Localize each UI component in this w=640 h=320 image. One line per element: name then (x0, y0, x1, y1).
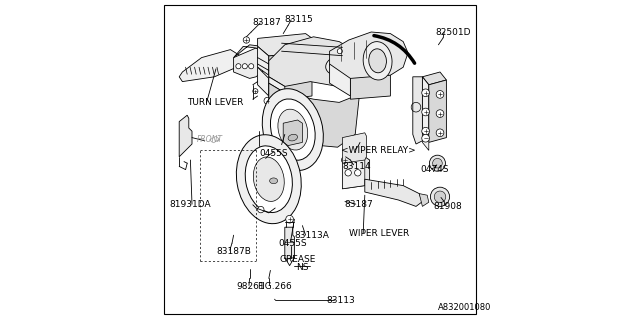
Circle shape (243, 37, 250, 43)
Circle shape (422, 108, 429, 116)
Ellipse shape (288, 134, 298, 141)
Circle shape (435, 191, 445, 203)
Circle shape (342, 157, 348, 163)
Text: 83113A: 83113A (294, 231, 329, 240)
Circle shape (253, 89, 258, 94)
Text: 83115: 83115 (285, 15, 314, 24)
Polygon shape (422, 72, 447, 85)
Ellipse shape (253, 157, 284, 201)
Ellipse shape (245, 146, 292, 212)
Circle shape (286, 215, 293, 223)
Circle shape (236, 64, 241, 69)
Ellipse shape (369, 49, 387, 73)
Polygon shape (269, 37, 360, 86)
Ellipse shape (326, 56, 353, 75)
Circle shape (243, 64, 248, 69)
Circle shape (258, 206, 264, 213)
Text: 81908: 81908 (434, 202, 462, 211)
Text: 0455S: 0455S (278, 239, 307, 248)
Polygon shape (422, 133, 429, 150)
Polygon shape (285, 227, 294, 259)
Text: FRONT: FRONT (197, 135, 223, 144)
Polygon shape (269, 77, 285, 93)
Polygon shape (283, 120, 302, 146)
Circle shape (436, 91, 444, 98)
Ellipse shape (271, 99, 315, 160)
Polygon shape (413, 77, 422, 144)
Ellipse shape (330, 59, 348, 72)
Polygon shape (330, 32, 408, 83)
Text: 83113: 83113 (326, 296, 355, 305)
Circle shape (422, 134, 429, 142)
Ellipse shape (269, 178, 278, 184)
Polygon shape (422, 77, 429, 141)
Polygon shape (269, 83, 360, 147)
Polygon shape (269, 131, 285, 154)
Text: 83187: 83187 (253, 18, 282, 27)
Polygon shape (342, 133, 366, 163)
Polygon shape (419, 194, 429, 206)
Polygon shape (351, 75, 390, 99)
Text: FIG.266: FIG.266 (258, 282, 292, 291)
Text: TURN LEVER: TURN LEVER (187, 98, 244, 107)
Polygon shape (258, 67, 269, 96)
Polygon shape (179, 50, 243, 82)
Text: A832001080: A832001080 (438, 303, 492, 312)
Text: 82501D: 82501D (435, 28, 470, 36)
Circle shape (422, 127, 429, 135)
Text: 83187: 83187 (344, 200, 372, 209)
Circle shape (345, 170, 351, 176)
Circle shape (264, 97, 271, 104)
Polygon shape (234, 45, 262, 58)
Text: 83187B: 83187B (216, 247, 251, 256)
Ellipse shape (236, 135, 301, 224)
Text: GREASE: GREASE (280, 255, 316, 264)
Circle shape (436, 129, 444, 137)
Text: 0455S: 0455S (259, 149, 288, 158)
Circle shape (433, 158, 442, 168)
Text: 81931DA: 81931DA (170, 200, 211, 209)
Circle shape (429, 155, 445, 171)
Circle shape (337, 49, 342, 54)
Text: 0474S: 0474S (421, 165, 449, 174)
Polygon shape (179, 115, 192, 157)
Ellipse shape (262, 89, 323, 171)
Text: WIPER LEVER: WIPER LEVER (349, 229, 409, 238)
Circle shape (355, 170, 361, 176)
Polygon shape (269, 74, 312, 101)
Ellipse shape (278, 109, 308, 150)
Polygon shape (342, 157, 365, 189)
Polygon shape (429, 80, 447, 142)
Polygon shape (258, 34, 317, 56)
Text: NS: NS (296, 263, 308, 272)
Circle shape (436, 110, 444, 117)
Ellipse shape (363, 42, 392, 80)
Polygon shape (342, 157, 370, 189)
Circle shape (422, 89, 429, 97)
Polygon shape (365, 179, 422, 206)
Polygon shape (330, 64, 351, 96)
Polygon shape (269, 51, 312, 78)
Polygon shape (234, 48, 262, 78)
Text: <WIPER RELAY>: <WIPER RELAY> (340, 146, 415, 155)
Polygon shape (258, 46, 269, 75)
Text: 83114: 83114 (342, 162, 371, 171)
Text: 98261: 98261 (237, 282, 266, 291)
Circle shape (430, 187, 450, 206)
Circle shape (248, 64, 253, 69)
